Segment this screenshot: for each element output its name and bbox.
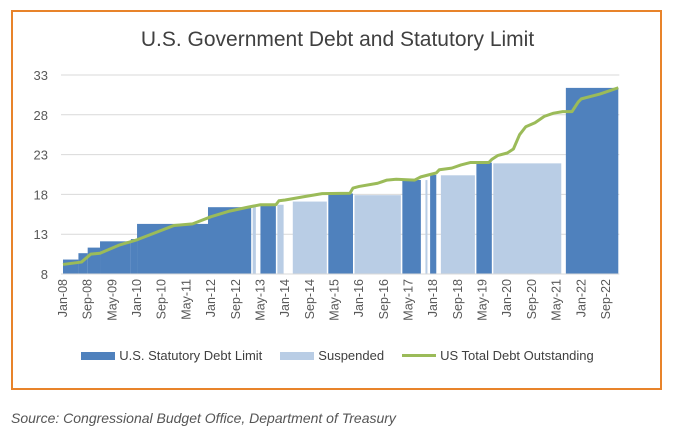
legend-item-limit: U.S. Statutory Debt Limit [81,348,262,363]
debt-limit-bar [78,253,88,274]
suspended-bar [354,195,401,274]
debt-limit-bar [137,223,208,274]
y-tick-label: 28 [34,108,48,123]
x-tick-label: May-19 [476,279,490,321]
y-tick-label: 8 [41,267,48,282]
legend-swatch-suspended [280,351,315,360]
legend-label-limit: U.S. Statutory Debt Limit [119,348,263,363]
legend-item-suspended: Suspended [280,348,384,363]
x-tick-label: Sep-12 [229,279,243,319]
debt-outstanding-line [62,86,619,266]
x-tick-label: May-09 [105,279,119,321]
y-tick-label: 13 [34,227,48,242]
debt-limit-bar [430,174,437,274]
x-tick-label: Jan-18 [426,279,440,317]
x-tick-label: Sep-20 [525,279,539,319]
legend-label-debt: US Total Debt Outstanding [440,348,594,363]
suspended-bar [252,204,256,274]
x-tick-label: Jan-20 [500,279,514,317]
suspended-bar [292,201,327,274]
chart-title: U.S. Government Debt and Statutory Limit [140,28,535,51]
x-tick-label: Jan-14 [278,279,292,317]
x-tick-label: May-21 [550,279,564,321]
legend-label-suspended: Suspended [318,348,385,363]
debt-limit-bar [130,239,138,274]
debt-limit-bar [328,193,353,274]
x-tick-label: Jan-12 [204,279,218,317]
x-tick-label: Jan-16 [352,279,366,317]
suspended-bar [277,204,284,274]
source-note: Source: Congressional Budget Office, Dep… [11,410,396,426]
suspended-bar [425,180,428,274]
x-tick-label: Sep-18 [451,279,465,319]
chart-frame [11,10,662,390]
suspended-bar [493,163,562,274]
y-tick-label: 33 [34,68,48,83]
legend-swatch-debt [402,354,437,357]
suspended-bar [440,175,475,274]
legend-swatch-limit [81,351,116,360]
x-tick-label: Sep-10 [155,279,169,319]
x-tick-label: May-11 [179,279,193,320]
x-tick-label: Sep-08 [81,279,95,319]
x-tick-label: May-15 [327,279,341,321]
x-tick-label: Sep-16 [377,279,391,319]
legend-item-debt: US Total Debt Outstanding [402,348,594,363]
debt-limit-bar [402,180,421,274]
legend: U.S. Statutory Debt Limit Suspended US T… [0,348,675,363]
x-tick-label: Jan-22 [574,279,588,317]
debt-limit-bar [260,204,276,274]
y-tick-label: 23 [34,148,48,163]
chart-plot: 8 13 18 23 28 33 Jan-08 Sep-08 May-09 Jan-10 Sep-1… [34,68,620,321]
y-tick-label: 18 [34,187,48,202]
x-tick-label: Jan-10 [130,279,144,317]
x-tick-label: Sep-22 [599,279,613,319]
x-tick-label: May-13 [253,279,267,321]
debt-limit-bar [565,87,619,274]
x-tick-label: May-17 [402,279,416,321]
debt-limit-bar [207,207,252,274]
debt-limit-bar [87,247,101,274]
x-tick-label: Sep-14 [303,279,317,319]
debt-limit-bar [476,162,492,274]
x-tick-label: Jan-08 [56,279,70,317]
